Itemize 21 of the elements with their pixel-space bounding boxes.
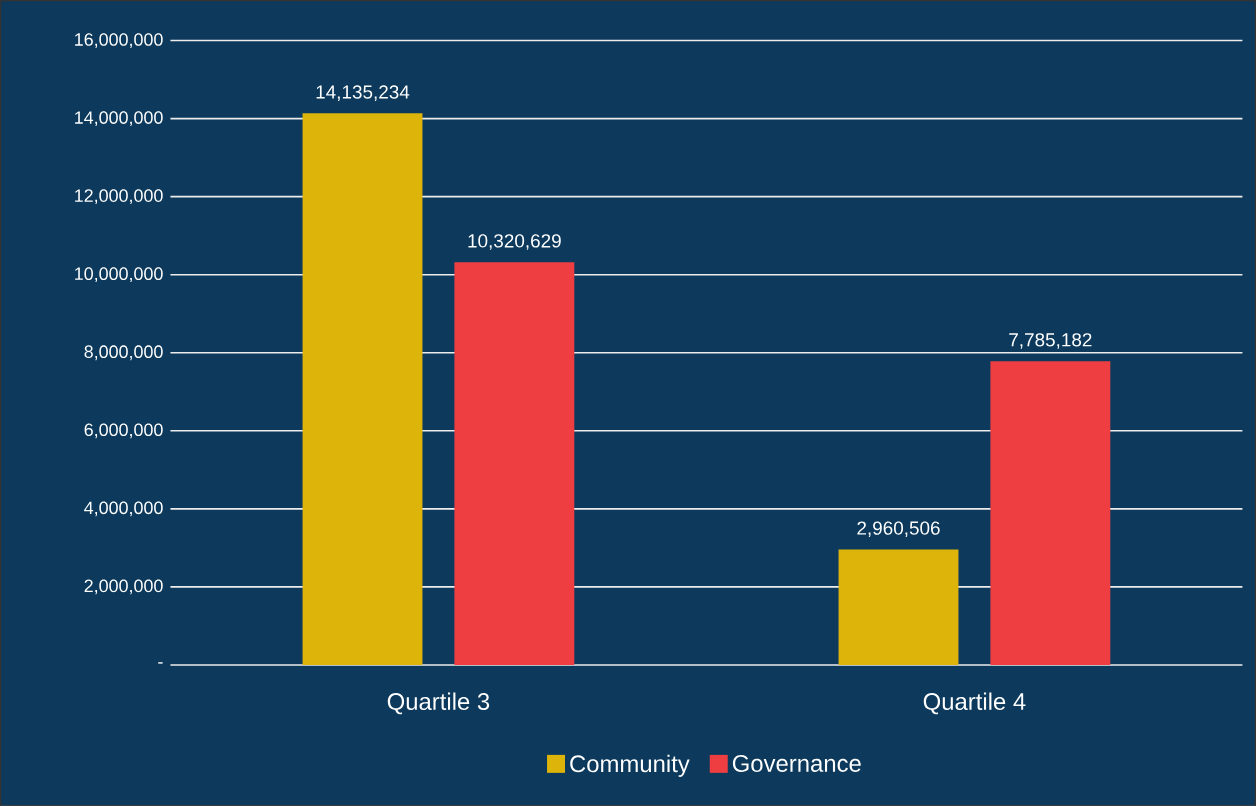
y-tick-label: 12,000,000: [75, 189, 163, 204]
bar: [838, 549, 959, 665]
bar: [302, 113, 423, 665]
y-tick-label: 4,000,000: [84, 501, 163, 517]
y-tick-label: 16,000,000: [75, 32, 163, 48]
y-tick-label: -: [158, 662, 163, 664]
data-label: 14,135,234: [316, 85, 410, 101]
y-tick-label: 2,000,000: [84, 579, 163, 595]
x-tick-label: Quartile 4: [923, 692, 1026, 715]
bar: [990, 360, 1111, 665]
data-label: 7,785,182: [1009, 332, 1092, 349]
data-label: 10,320,629: [468, 233, 561, 250]
x-tick-label: Quartile 3: [387, 692, 490, 715]
y-tick-label: 14,000,000: [75, 110, 163, 126]
y-tick-label: 8,000,000: [84, 345, 163, 360]
y-tick-label: 10,000,000: [75, 267, 163, 282]
bar: [454, 261, 575, 665]
data-label: 2,960,506: [857, 521, 940, 537]
y-tick-label: 6,000,000: [84, 423, 163, 438]
legend-label: Governance: [732, 754, 861, 772]
legend-label: Community: [570, 754, 690, 777]
